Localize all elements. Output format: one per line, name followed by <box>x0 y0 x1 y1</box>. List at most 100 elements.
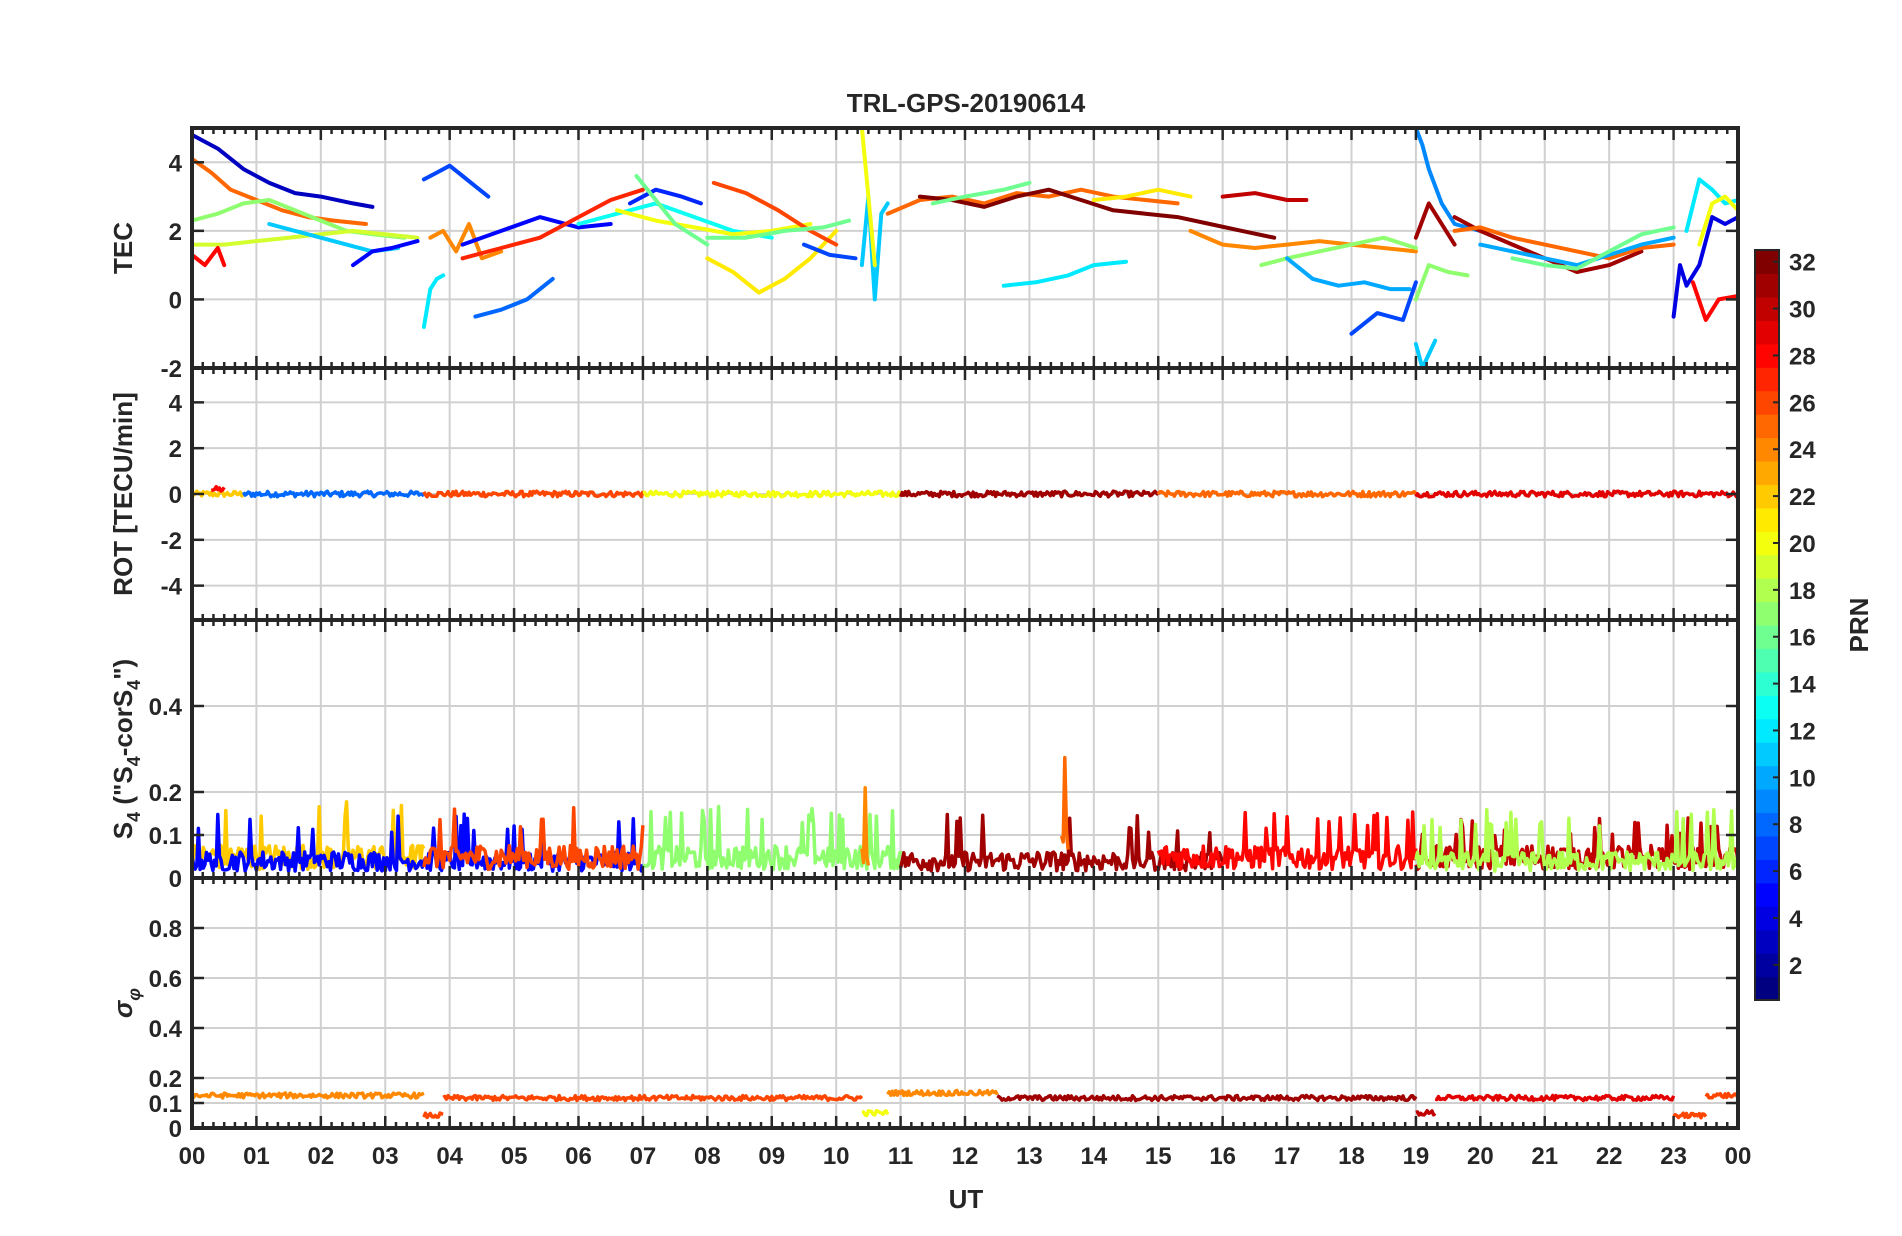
tec-series-prn-30 <box>1220 191 1309 202</box>
tec-series-prn-28 <box>192 246 227 268</box>
tec-series-prn-12 <box>421 273 446 329</box>
x-tick-label: 08 <box>694 1143 721 1170</box>
tec-series-prn-20 <box>1697 194 1738 247</box>
y-axis-label: ROT [TECU/min] <box>108 392 138 596</box>
y-tick-label: 2 <box>169 436 182 463</box>
y-tick-label: 0.2 <box>149 1066 182 1093</box>
colorbar-tick-label: 32 <box>1789 250 1816 277</box>
x-tick-label: 13 <box>1016 1143 1043 1170</box>
series-prn-29 <box>1434 1093 1676 1103</box>
x-tick-label: 06 <box>565 1143 592 1170</box>
x-tick-label: 07 <box>630 1143 657 1170</box>
colorbar-swatch <box>1755 414 1779 439</box>
tec-series-prn-16 <box>930 180 1032 206</box>
colorbar-tick-label: 4 <box>1789 906 1803 933</box>
series-prn-30 <box>1415 1108 1437 1117</box>
y-tick-label: 4 <box>169 390 183 417</box>
tec-series-prn-5 <box>460 215 613 247</box>
series-prn-31 <box>898 489 1160 499</box>
series-prn-26 <box>422 805 645 872</box>
tec-series-prn-11 <box>1413 338 1438 368</box>
colorbar-tick-label: 16 <box>1789 625 1816 652</box>
x-tick-label: 21 <box>1531 1143 1558 1170</box>
y-tick-label: 2 <box>169 219 182 246</box>
series-prn-24 <box>192 1091 425 1100</box>
colorbar-swatch <box>1755 460 1779 485</box>
y-tick-label: 4 <box>169 150 183 177</box>
data-layer <box>192 755 1738 873</box>
colorbar-tick-label: 8 <box>1789 812 1802 839</box>
series-prn-24 <box>860 785 871 866</box>
series-prn-31 <box>996 1093 1418 1103</box>
x-tick-label: 00 <box>179 1143 206 1170</box>
tec-series-prn-24 <box>1188 228 1418 254</box>
series-prn-26 <box>1704 1091 1738 1100</box>
x-tick-label: 19 <box>1403 1143 1430 1170</box>
y-tick-label: 0.4 <box>149 1016 183 1043</box>
x-tick-label: 03 <box>372 1143 399 1170</box>
series-prn-25 <box>1156 489 1418 499</box>
colorbar-tick-label: 2 <box>1789 953 1802 980</box>
series-prn-18 <box>1414 807 1738 873</box>
y-axis-label: σφ <box>108 988 144 1018</box>
data-layer <box>192 484 1738 499</box>
tec-series-prn-10 <box>1285 256 1412 292</box>
series-prn-26 <box>422 489 645 499</box>
tec-series-prn-24 <box>428 222 504 261</box>
colorbar-swatch <box>1755 835 1779 860</box>
x-tick-label: 01 <box>243 1143 270 1170</box>
y-tick-label: 0 <box>169 482 182 509</box>
x-tick-label: 12 <box>952 1143 979 1170</box>
y-tick-label: -4 <box>161 574 183 601</box>
tec-series-prn-16 <box>705 218 851 240</box>
tec-series-prn-25 <box>192 156 368 226</box>
y-tick-label: 0 <box>169 287 182 314</box>
tec-series-prn-7 <box>802 242 858 261</box>
y-tick-label: -2 <box>161 528 182 555</box>
colorbar-tick-label: 22 <box>1789 484 1816 511</box>
series-prn-25 <box>1059 755 1070 850</box>
x-tick-label: 05 <box>501 1143 528 1170</box>
colorbar-swatch <box>1755 695 1779 720</box>
tec-series-prn-7 <box>421 163 491 199</box>
y-tick-label: -2 <box>161 356 182 383</box>
tec-series-prn-16 <box>1510 225 1676 271</box>
tec-series-prn-27 <box>460 187 645 261</box>
colorbar-swatch <box>1755 273 1779 298</box>
colorbar-label: PRN <box>1844 598 1874 653</box>
colorbar-tick-label: 10 <box>1789 765 1816 792</box>
tec-series-prn-32 <box>917 187 1277 240</box>
colorbar-swatch <box>1755 648 1779 673</box>
x-tick-label: 15 <box>1145 1143 1172 1170</box>
colorbar-tick-label: 30 <box>1789 297 1816 324</box>
series-prn-28 <box>1156 810 1418 872</box>
chart-title: TRL-GPS-20190614 <box>847 88 1086 118</box>
tec-series-prn-7 <box>1349 280 1418 336</box>
y-tick-label: 0 <box>169 1116 182 1143</box>
x-axis-label: UT <box>949 1184 984 1214</box>
tec-series-prn-8 <box>473 276 555 319</box>
tec-series-prn-17 <box>1259 235 1418 268</box>
colorbar-tick-label: 14 <box>1789 672 1816 699</box>
tec-series-prn-10 <box>1478 235 1676 268</box>
colorbar-swatch <box>1755 554 1779 579</box>
colorbar-swatch <box>1755 742 1779 767</box>
x-tick-label: 04 <box>436 1143 463 1170</box>
tec-series-prn-20 <box>615 208 813 237</box>
y-tick-label: 0.1 <box>149 823 182 850</box>
tec-series-prn-21 <box>1091 187 1193 202</box>
tec-series-prn-21 <box>705 228 839 295</box>
x-tick-label: 22 <box>1596 1143 1623 1170</box>
series-prn-20 <box>861 1109 890 1118</box>
colorbar-swatch <box>1755 367 1779 392</box>
series-prn-24 <box>886 1088 999 1098</box>
panel-sigma-phi: 00.10.2 0.4 0.6 0.8 σφ 00 01 02 03 04 05 06 07 08 09 10… <box>108 876 1751 1170</box>
colorbar-tick-label: 12 <box>1789 718 1816 745</box>
x-tick-label: 11 <box>888 1143 913 1170</box>
tec-series-prn-16 <box>634 174 710 247</box>
colorbar-swatch <box>1755 507 1779 532</box>
tec-series-prn-6 <box>628 187 703 206</box>
panel-s4: 0 0.1 0.2 0.4S4 ("S4-corS4") <box>108 618 1740 893</box>
